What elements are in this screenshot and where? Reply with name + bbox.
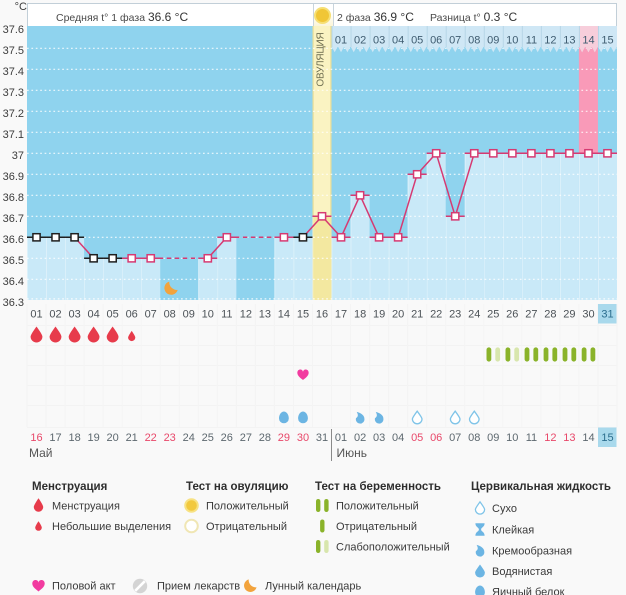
svg-text:Положительный: Положительный <box>206 501 289 513</box>
svg-text:Тест на беременность: Тест на беременность <box>315 481 441 493</box>
svg-text:21: 21 <box>126 432 138 444</box>
svg-text:04: 04 <box>87 309 99 321</box>
svg-text:24: 24 <box>183 432 195 444</box>
svg-text:10: 10 <box>506 432 518 444</box>
svg-text:12: 12 <box>544 35 556 47</box>
svg-text:Водянистая: Водянистая <box>492 566 552 578</box>
svg-text:04: 04 <box>392 432 404 444</box>
svg-text:Отрицательный: Отрицательный <box>336 521 417 533</box>
svg-text:16: 16 <box>316 309 328 321</box>
svg-text:23: 23 <box>164 432 176 444</box>
svg-text:01: 01 <box>30 309 42 321</box>
svg-text:18: 18 <box>354 309 366 321</box>
svg-text:01: 01 <box>335 432 347 444</box>
svg-text:08: 08 <box>468 35 480 47</box>
svg-text:10: 10 <box>202 309 214 321</box>
svg-text:04: 04 <box>392 35 404 47</box>
svg-text:Положительный: Положительный <box>336 501 419 513</box>
svg-text:Яичный белок: Яичный белок <box>492 587 565 595</box>
svg-text:09: 09 <box>487 432 499 444</box>
svg-text:24: 24 <box>468 309 480 321</box>
svg-text:Клейкая: Клейкая <box>492 525 534 537</box>
svg-text:08: 08 <box>468 432 480 444</box>
svg-text:26: 26 <box>221 432 233 444</box>
svg-text:22: 22 <box>430 309 442 321</box>
svg-text:07: 07 <box>145 309 157 321</box>
svg-text:Отрицательный: Отрицательный <box>206 521 287 533</box>
svg-text:29: 29 <box>563 309 575 321</box>
svg-text:18: 18 <box>68 432 80 444</box>
svg-text:28: 28 <box>259 432 271 444</box>
svg-text:20: 20 <box>106 432 118 444</box>
svg-text:Менструация: Менструация <box>52 501 120 513</box>
svg-text:Июнь: Июнь <box>337 446 368 460</box>
svg-text:05: 05 <box>106 309 118 321</box>
svg-text:19: 19 <box>373 309 385 321</box>
svg-text:26: 26 <box>506 309 518 321</box>
svg-text:09: 09 <box>487 35 499 47</box>
svg-text:15: 15 <box>297 309 309 321</box>
svg-text:29: 29 <box>278 432 290 444</box>
svg-text:14: 14 <box>582 432 594 444</box>
svg-text:13: 13 <box>563 432 575 444</box>
svg-text:27: 27 <box>525 309 537 321</box>
svg-text:13: 13 <box>563 35 575 47</box>
svg-text:02: 02 <box>354 35 366 47</box>
svg-text:11: 11 <box>221 309 232 321</box>
svg-text:09: 09 <box>183 309 195 321</box>
svg-text:30: 30 <box>297 432 309 444</box>
svg-text:06: 06 <box>126 309 138 321</box>
svg-text:03: 03 <box>68 309 80 321</box>
svg-text:25: 25 <box>487 309 499 321</box>
svg-text:15: 15 <box>601 35 613 47</box>
svg-text:17: 17 <box>335 309 347 321</box>
svg-text:Менструация: Менструация <box>32 481 107 493</box>
svg-text:06: 06 <box>430 432 442 444</box>
svg-text:27: 27 <box>240 432 252 444</box>
svg-text:14: 14 <box>278 309 290 321</box>
svg-text:11: 11 <box>526 432 537 444</box>
svg-text:Сухо: Сухо <box>492 503 517 515</box>
svg-text:06: 06 <box>430 35 442 47</box>
svg-text:31: 31 <box>601 309 613 321</box>
svg-text:12: 12 <box>240 309 252 321</box>
svg-text:03: 03 <box>373 432 385 444</box>
svg-text:17: 17 <box>49 432 61 444</box>
svg-text:30: 30 <box>582 309 594 321</box>
svg-text:Тест на овуляцию: Тест на овуляцию <box>186 481 289 493</box>
svg-text:Кремообразная: Кремообразная <box>492 546 572 558</box>
svg-text:05: 05 <box>411 35 423 47</box>
svg-text:07: 07 <box>449 432 461 444</box>
svg-text:Слабоположительный: Слабоположительный <box>336 542 450 554</box>
svg-text:Цервикальная жидкость: Цервикальная жидкость <box>471 481 611 493</box>
svg-text:10: 10 <box>506 35 518 47</box>
svg-text:20: 20 <box>392 309 404 321</box>
svg-text:16: 16 <box>30 432 42 444</box>
svg-text:05: 05 <box>411 432 423 444</box>
svg-text:25: 25 <box>202 432 214 444</box>
svg-text:Май: Май <box>29 446 53 460</box>
svg-text:12: 12 <box>544 432 556 444</box>
svg-text:21: 21 <box>411 309 423 321</box>
svg-text:19: 19 <box>87 432 99 444</box>
svg-text:13: 13 <box>259 309 271 321</box>
svg-text:02: 02 <box>354 432 366 444</box>
svg-text:08: 08 <box>164 309 176 321</box>
svg-text:23: 23 <box>449 309 461 321</box>
svg-text:02: 02 <box>49 309 61 321</box>
svg-text:01: 01 <box>335 35 347 47</box>
svg-text:Лунный календарь: Лунный календарь <box>265 581 362 593</box>
svg-text:07: 07 <box>449 35 461 47</box>
svg-text:Половой акт: Половой акт <box>52 581 116 593</box>
svg-text:31: 31 <box>316 432 328 444</box>
svg-text:Прием лекарств: Прием лекарств <box>157 581 240 593</box>
svg-text:22: 22 <box>145 432 157 444</box>
svg-text:11: 11 <box>526 35 537 47</box>
svg-text:28: 28 <box>544 309 556 321</box>
svg-text:15: 15 <box>601 432 613 444</box>
svg-text:Небольшие выделения: Небольшие выделения <box>52 521 171 533</box>
svg-text:03: 03 <box>373 35 385 47</box>
svg-text:14: 14 <box>582 35 594 47</box>
